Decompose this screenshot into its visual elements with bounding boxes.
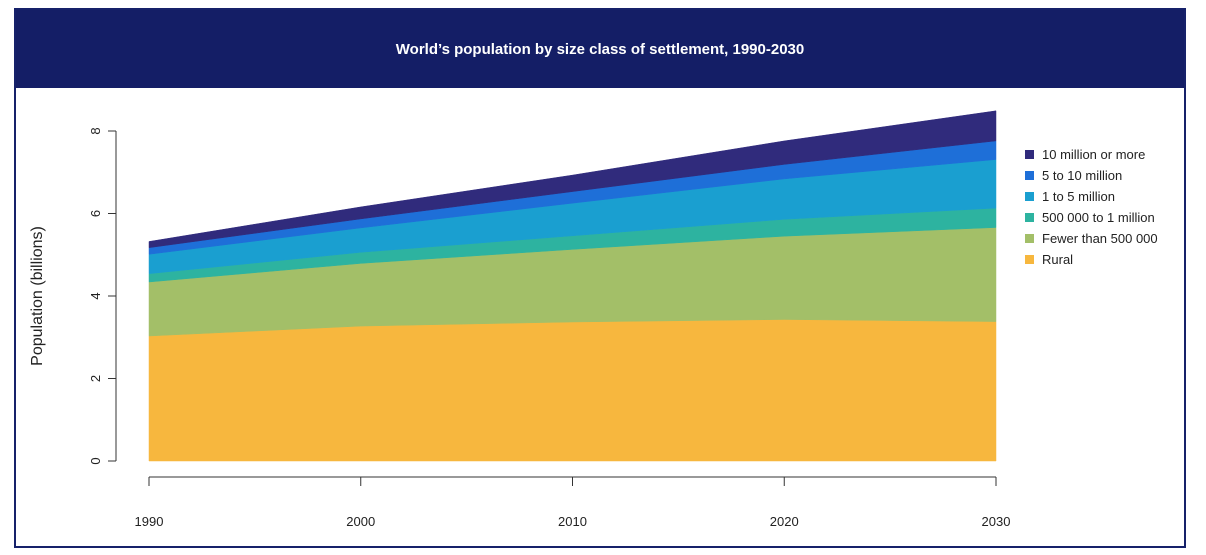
- legend-label-fewer-than-500-000: Fewer than 500 000: [1042, 231, 1158, 246]
- legend-swatch-fewer-than-500-000: [1025, 234, 1034, 243]
- legend-label-5-to-10-million: 5 to 10 million: [1042, 168, 1122, 183]
- area-layers: [148, 110, 997, 462]
- area-rural: [148, 319, 997, 462]
- y-axis-title: Population (billions): [29, 226, 46, 366]
- x-tick-label: 2000: [346, 514, 375, 529]
- legend-label-rural: Rural: [1042, 252, 1073, 267]
- legend-swatch-1-to-5-million: [1025, 192, 1034, 201]
- x-tick-label: 1990: [135, 514, 164, 529]
- y-tick-label: 8: [88, 127, 103, 134]
- legend-swatch-rural: [1025, 255, 1034, 264]
- legend-label-10-million-or-more: 10 million or more: [1042, 147, 1145, 162]
- y-tick-label: 6: [88, 210, 103, 217]
- title-bar: World’s population by size class of sett…: [16, 10, 1184, 88]
- y-tick-label: 4: [88, 292, 103, 299]
- y-tick-label: 2: [88, 375, 103, 382]
- chart-title: World’s population by size class of sett…: [395, 40, 805, 58]
- x-tick-label: 2020: [770, 514, 799, 529]
- x-axis: 1990 2000 2010 2020 2030: [135, 476, 1011, 529]
- legend-swatch-5-to-10-million: [1025, 171, 1034, 180]
- legend-swatch-500-000-to-1-million: [1025, 213, 1034, 222]
- legend-label-500-000-to-1-million: 500 000 to 1 million: [1042, 210, 1155, 225]
- area-10-million-or-more: [148, 110, 997, 248]
- y-axis: 0 2 4 6 8: [88, 127, 117, 465]
- y-tick-label: 0: [88, 457, 103, 464]
- x-tick-label: 2010: [558, 514, 587, 529]
- legend-label-1-to-5-million: 1 to 5 million: [1042, 189, 1115, 204]
- legend: 10 million or more 5 to 10 million 1 to 5 …: [1025, 147, 1158, 267]
- x-tick-label: 2030: [982, 514, 1011, 529]
- legend-swatch-10-million-or-more: [1025, 150, 1034, 159]
